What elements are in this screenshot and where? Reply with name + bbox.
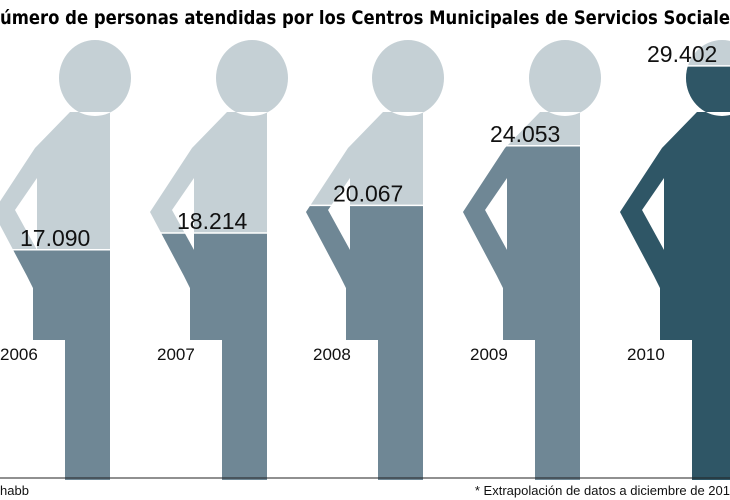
figure-fill xyxy=(463,145,580,480)
value-label: 29.402 xyxy=(647,41,717,67)
figure-fill xyxy=(13,249,110,480)
figure-fill xyxy=(306,205,423,480)
figure-fill xyxy=(620,65,730,480)
value-label: 20.067 xyxy=(333,180,403,206)
category-label: 2010 xyxy=(627,345,665,364)
category-label: 2007 xyxy=(157,345,195,364)
value-label: 18.214 xyxy=(177,208,248,234)
value-label: 24.053 xyxy=(490,121,560,147)
category-label: 2009 xyxy=(470,345,508,364)
note: * Extrapolación de datos a diciembre de … xyxy=(475,483,730,498)
source: habb xyxy=(0,483,29,498)
category-label: 2006 xyxy=(0,345,38,364)
chart-title: úmero de personas atendidas por los Cent… xyxy=(0,7,730,29)
value-label: 17.090 xyxy=(20,225,90,251)
figure-fill xyxy=(161,233,267,480)
category-label: 2008 xyxy=(313,345,351,364)
